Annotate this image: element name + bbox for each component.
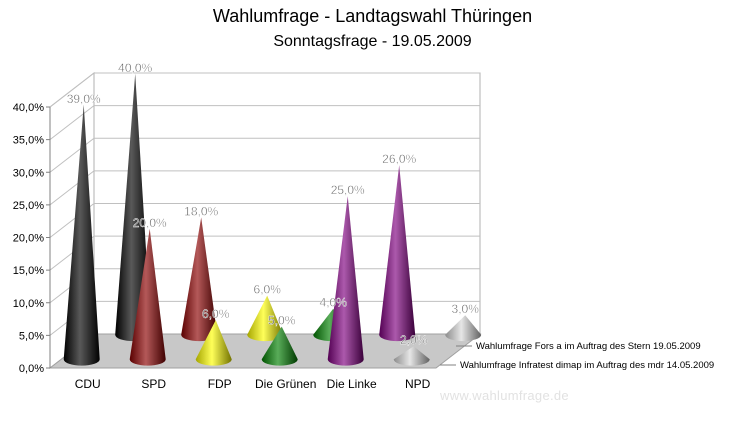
x-tick-label: Die Linke bbox=[327, 377, 377, 391]
y-tick-label: 10,0% bbox=[13, 298, 44, 310]
cone-die-linke-s2 bbox=[379, 165, 416, 342]
cones bbox=[63, 73, 482, 366]
data-label: 39,0% bbox=[67, 92, 101, 106]
chart-title: Wahlumfrage - Landtagswahl Thüringen bbox=[212, 6, 533, 26]
data-label: 6,0% bbox=[254, 283, 282, 297]
legend: Wahlumfrage Fors a im Auftrag des Stern … bbox=[440, 341, 714, 371]
cone-die-linke-s1 bbox=[327, 196, 364, 366]
y-tick-label: 25,0% bbox=[13, 200, 44, 212]
y-axis: 0,0% 5,0% 10,0% 15,0% 20,0% 25,0% 30,0% 35,0% 40… bbox=[13, 102, 51, 375]
data-label: 4,0% bbox=[320, 296, 348, 310]
y-tick-label: 5,0% bbox=[19, 330, 44, 342]
x-tick-label: NPD bbox=[405, 377, 431, 391]
data-label: 2,0% bbox=[400, 333, 428, 347]
y-tick-label: 15,0% bbox=[13, 265, 44, 277]
x-tick-label: CDU bbox=[75, 377, 101, 391]
gridline bbox=[49, 170, 480, 206]
data-label: 40,0% bbox=[118, 61, 152, 75]
data-label: 25,0% bbox=[331, 183, 365, 197]
y-tick-label: 20,0% bbox=[13, 233, 44, 245]
cone-cdu-s1 bbox=[63, 104, 100, 366]
y-tick-label: 35,0% bbox=[13, 135, 44, 147]
data-label: 26,0% bbox=[382, 152, 416, 166]
cone-spd-s2 bbox=[181, 217, 218, 342]
gridline bbox=[49, 203, 480, 238]
data-label: 3,0% bbox=[452, 302, 480, 316]
cone-fdp-s1 bbox=[195, 320, 232, 366]
watermark: www.wahlumfrage.de bbox=[440, 388, 569, 403]
y-tick-label: 0,0% bbox=[19, 363, 44, 375]
gridline bbox=[49, 137, 480, 173]
x-tick-label: FDP bbox=[208, 377, 232, 391]
data-label: 5,0% bbox=[268, 314, 296, 328]
legend-entry: Wahlumfrage Fors a im Auftrag des Stern … bbox=[476, 341, 701, 352]
legend-entry: Wahlumfrage Infratest dimap im Auftrag d… bbox=[460, 360, 714, 371]
x-tick-label: Die Grünen bbox=[255, 377, 316, 391]
cone-npd-s1 bbox=[393, 346, 430, 366]
gridline bbox=[49, 72, 480, 108]
y-tick-label: 40,0% bbox=[13, 102, 44, 114]
data-label: 20,0% bbox=[133, 216, 167, 230]
cone-npd-s2 bbox=[445, 315, 482, 342]
x-tick-label: SPD bbox=[141, 377, 166, 391]
data-labels: 40,0% 18,0% 6,0% 4,0% 26,0% 3,0% 39,0% 20,0% 6,0… bbox=[67, 61, 480, 348]
y-tick-label: 30,0% bbox=[13, 167, 44, 179]
gridline bbox=[49, 105, 480, 141]
data-label: 6,0% bbox=[202, 307, 230, 321]
cone-die-grünen-s1 bbox=[261, 326, 298, 366]
chart-subtitle: Sonntagsfrage - 19.05.2009 bbox=[273, 33, 472, 50]
cone-fdp-s2 bbox=[247, 295, 284, 342]
cone-spd-s1 bbox=[129, 228, 166, 366]
data-label: 18,0% bbox=[184, 204, 218, 218]
cone-cdu-s2 bbox=[115, 73, 152, 342]
x-axis: CDU SPD FDP Die Grünen Die Linke NPD bbox=[75, 377, 431, 391]
